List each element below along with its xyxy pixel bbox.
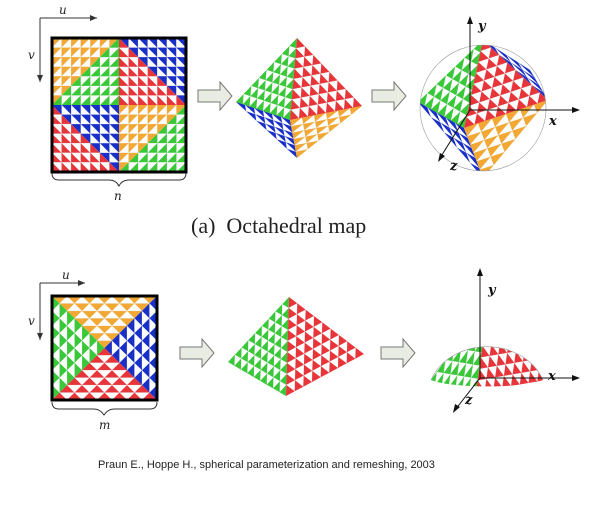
- caption-tag: (a): [191, 213, 216, 238]
- y-axis-label: y: [477, 19, 487, 34]
- bottom-arrow-1: [179, 337, 215, 369]
- top-sphere-axes: y x z: [438, 16, 580, 174]
- top-uv-axes: u v: [28, 3, 97, 82]
- top-arrow-2: [371, 80, 407, 112]
- bottom-sphere-axes: y x z: [453, 268, 580, 413]
- n-label: n: [114, 189, 122, 203]
- x-axis-label: x: [548, 114, 557, 129]
- bottom-square-border: [50, 294, 159, 402]
- top-sphere: [419, 44, 547, 172]
- octahedron: [236, 38, 362, 158]
- top-arrow-1: [197, 80, 233, 112]
- pyramid: [228, 297, 364, 396]
- caption-text: Octahedral map: [226, 213, 367, 238]
- top-n-brace: n: [51, 172, 187, 203]
- bottom-arrow-2: [380, 337, 416, 369]
- u-axis-label: u: [59, 3, 67, 17]
- bottom-param-square: [50, 294, 159, 402]
- z-axis-label: z: [449, 159, 458, 174]
- top-param-square: [50, 36, 188, 174]
- citation-text: Praun E., Hoppe H., spherical parameteri…: [98, 459, 435, 471]
- v-axis-label: v: [28, 48, 35, 62]
- y-axis-label-bottom: y: [487, 283, 497, 298]
- m-label: m: [99, 418, 110, 432]
- z-axis-label-bottom: z: [464, 393, 473, 408]
- bottom-uv-axes: u v: [28, 268, 85, 340]
- x-axis-label-bottom: x: [547, 369, 556, 384]
- figure-caption: (a) Octahedral map: [191, 213, 366, 239]
- bottom-m-brace: m: [51, 401, 158, 432]
- u-axis-label-bottom: u: [62, 268, 70, 282]
- top-square-border: [50, 36, 188, 174]
- top-square-tiles: [51, 37, 187, 173]
- v-axis-label-bottom: v: [28, 314, 35, 328]
- bottom-square-tiles: [51, 295, 158, 401]
